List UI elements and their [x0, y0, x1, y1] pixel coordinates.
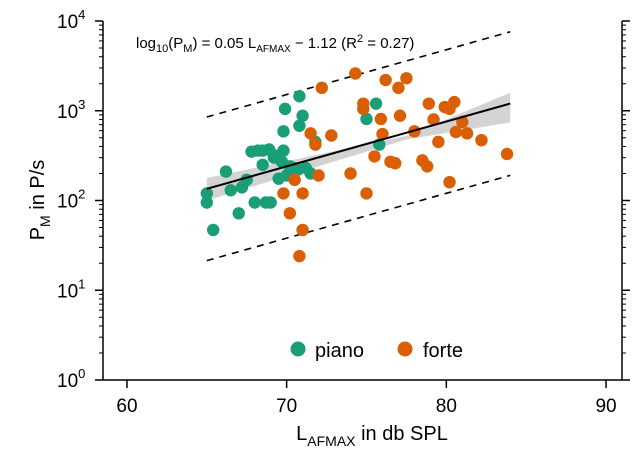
point-forte	[392, 82, 404, 94]
point-piano	[296, 110, 308, 122]
y-tick-label: 101	[57, 276, 85, 302]
point-forte	[288, 174, 300, 186]
point-piano	[293, 90, 305, 102]
x-tick-label: 80	[436, 396, 457, 417]
point-forte	[344, 167, 356, 179]
legend-label-piano: piano	[315, 340, 364, 362]
point-piano	[225, 184, 237, 196]
y-tick-label: 102	[57, 187, 85, 213]
point-piano	[264, 196, 276, 208]
point-piano	[277, 144, 289, 156]
point-forte	[379, 74, 391, 86]
point-piano	[370, 97, 382, 109]
point-forte	[475, 134, 487, 146]
point-forte	[325, 129, 337, 141]
y-tick-label: 100	[57, 366, 85, 392]
point-forte	[368, 150, 380, 162]
x-tick-label: 60	[116, 396, 137, 417]
point-forte	[312, 169, 324, 181]
points-layer	[201, 67, 514, 262]
point-forte	[389, 157, 401, 169]
point-forte	[293, 250, 305, 262]
point-forte	[357, 97, 369, 109]
point-forte	[296, 224, 308, 236]
point-forte	[284, 207, 296, 219]
point-forte	[423, 97, 435, 109]
point-piano	[279, 103, 291, 115]
point-forte	[448, 96, 460, 108]
x-tick-label: 70	[276, 396, 297, 417]
point-forte	[432, 136, 444, 148]
point-forte	[316, 82, 328, 94]
legend-marker-piano	[291, 342, 306, 357]
point-forte	[277, 187, 289, 199]
point-forte	[461, 127, 473, 139]
prediction-band-lower	[207, 175, 510, 260]
point-forte	[421, 160, 433, 172]
point-piano	[233, 207, 245, 219]
point-forte	[309, 138, 321, 150]
point-piano	[277, 125, 289, 137]
point-piano	[256, 159, 268, 171]
y-axis-label: PM in P/s	[27, 160, 53, 241]
y-tick-label: 103	[57, 97, 85, 123]
point-forte	[394, 110, 406, 122]
point-forte	[375, 113, 387, 125]
point-forte	[296, 187, 308, 199]
point-forte	[360, 187, 372, 199]
x-tick-label: 90	[595, 396, 616, 417]
point-forte	[501, 148, 513, 160]
point-forte	[400, 72, 412, 84]
legend-label-forte: forte	[423, 340, 463, 362]
point-piano	[207, 224, 219, 236]
point-piano	[201, 196, 213, 208]
regression-annotation: log10(PM) = 0.05 LAFMAX − 1.12 (R2 = 0.2…	[136, 33, 414, 55]
point-forte	[349, 67, 361, 79]
point-forte	[304, 127, 316, 139]
point-forte	[443, 176, 455, 188]
legend-marker-forte	[398, 342, 413, 357]
y-tick-label: 104	[57, 7, 85, 33]
x-axis-label: LAFMAX in db SPL	[296, 423, 448, 449]
legend: piano forte	[291, 340, 464, 362]
point-piano	[220, 165, 232, 177]
point-piano	[249, 196, 261, 208]
